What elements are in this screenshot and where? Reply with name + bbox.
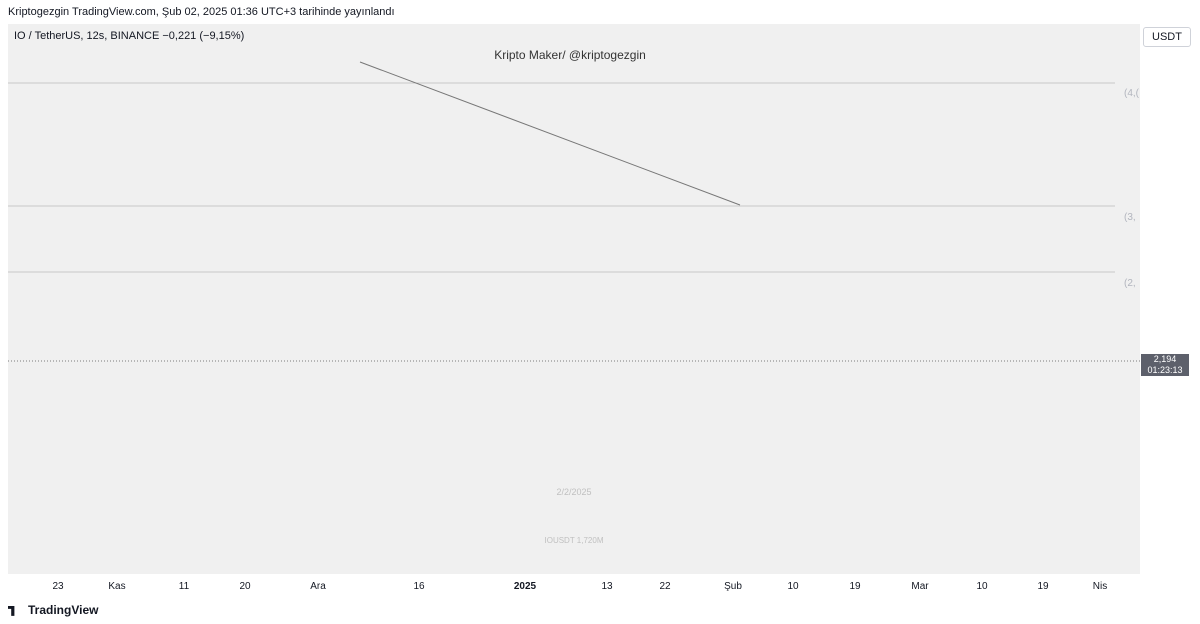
chart-title: Kripto Maker/ @kriptogezgin xyxy=(494,48,646,62)
volume-annotation: IOUSDT 1,720M xyxy=(545,536,604,545)
currency-button[interactable]: USDT xyxy=(1143,27,1191,47)
tradingview-icon xyxy=(8,605,15,616)
x-tick-label: 11 xyxy=(179,581,190,592)
price-axis[interactable] xyxy=(1140,24,1200,574)
plot-area[interactable] xyxy=(8,24,1140,574)
x-tick-label: 20 xyxy=(239,581,251,592)
x-tick-label: Ara xyxy=(310,581,326,592)
x-tick-label: 23 xyxy=(52,581,64,592)
published-line: Kriptogezgin TradingView.com, Şub 02, 20… xyxy=(8,6,395,18)
x-tick-label: 19 xyxy=(1037,581,1049,592)
x-tick-label: Kas xyxy=(108,581,125,592)
edge-label: (2, xyxy=(1124,278,1136,289)
countdown-timer: 01:23:13 xyxy=(1147,365,1183,375)
last-price-tag: 2,194 01:23:13 xyxy=(1141,354,1189,376)
x-tick-label: 2025 xyxy=(514,581,537,592)
x-tick-label: 10 xyxy=(976,581,988,592)
time-axis[interactable] xyxy=(8,574,1140,594)
x-tick-label: 13 xyxy=(601,581,613,592)
x-tick-label: Şub xyxy=(724,581,742,592)
x-tick-label: 16 xyxy=(413,581,425,592)
x-tick-label: Nis xyxy=(1093,581,1107,592)
edge-label: (4,( xyxy=(1124,88,1140,99)
x-tick-label: 22 xyxy=(659,581,671,592)
trend-line xyxy=(359,61,741,206)
x-tick-label: 19 xyxy=(849,581,861,592)
edge-label: (3, xyxy=(1124,212,1136,223)
tradingview-logo[interactable]: TradingView xyxy=(8,603,98,617)
x-tick-label: 10 xyxy=(787,581,799,592)
symbol-info: IO / TetherUS, 12s, BINANCE −0,221 (−9,1… xyxy=(14,30,245,42)
last-price-value: 2,194 xyxy=(1153,354,1177,364)
date-annotation: 2/2/2025 xyxy=(556,487,591,497)
tradingview-brand: TradingView xyxy=(28,603,99,617)
x-tick-label: Mar xyxy=(911,581,929,592)
